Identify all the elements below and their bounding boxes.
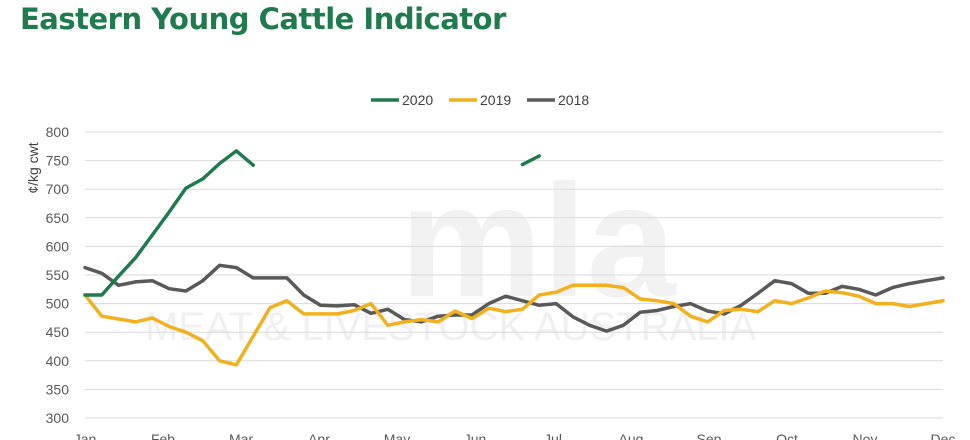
x-tick-label: Nov <box>853 431 878 440</box>
y-tick-label: 400 <box>46 353 70 369</box>
y-axis-title: ¢/kg cwt <box>25 142 41 193</box>
x-tick-label: May <box>384 431 410 440</box>
x-tick-label: Jun <box>464 431 487 440</box>
watermark-logo: mla <box>400 151 677 330</box>
x-tick-label: Sep <box>697 431 722 440</box>
y-axis-ticks: 300 350 400 450 500 550 600 650 700 750 800 <box>46 124 70 426</box>
legend-label: 2019 <box>480 92 511 108</box>
y-tick-label: 500 <box>46 296 70 312</box>
x-axis-ticks: Jan Feb Mar Apr May Jun Jul Aug Sep Oct Nov Dec <box>74 431 956 440</box>
x-tick-label: Aug <box>619 431 644 440</box>
mla-watermark: mla MEAT & LIVESTOCK AUSTRALIA <box>145 151 757 349</box>
x-tick-label: Jan <box>74 431 97 440</box>
x-tick-label: Jul <box>544 431 562 440</box>
y-tick-label: 800 <box>46 124 70 140</box>
series-line-2020 <box>83 149 255 297</box>
series-line-2019 <box>83 283 945 367</box>
legend-label: 2018 <box>558 92 589 108</box>
series-line-2020 <box>520 154 541 167</box>
watermark-text: MEAT & LIVESTOCK AUSTRALIA <box>145 305 757 349</box>
page-title: Eastern Young Cattle Indicator <box>20 2 506 36</box>
y-tick-label: 450 <box>46 324 70 340</box>
y-tick-label: 600 <box>46 238 70 254</box>
legend-label: 2020 <box>402 92 433 108</box>
x-tick-label: Mar <box>229 431 253 440</box>
x-tick-label: Feb <box>151 431 175 440</box>
y-tick-label: 650 <box>46 210 70 226</box>
x-tick-label: Oct <box>776 431 798 440</box>
x-tick-label: Apr <box>308 431 330 440</box>
y-tick-label: 350 <box>46 381 70 397</box>
y-tick-label: 550 <box>46 267 70 283</box>
x-tick-label: Dec <box>931 431 956 440</box>
y-tick-label: 300 <box>46 410 70 426</box>
gridlines <box>85 131 943 419</box>
legend: 2020 2019 2018 <box>371 92 589 108</box>
series-lines <box>83 149 945 367</box>
y-tick-label: 700 <box>46 181 70 197</box>
y-tick-label: 750 <box>46 153 70 169</box>
series-line-2018 <box>83 263 945 333</box>
